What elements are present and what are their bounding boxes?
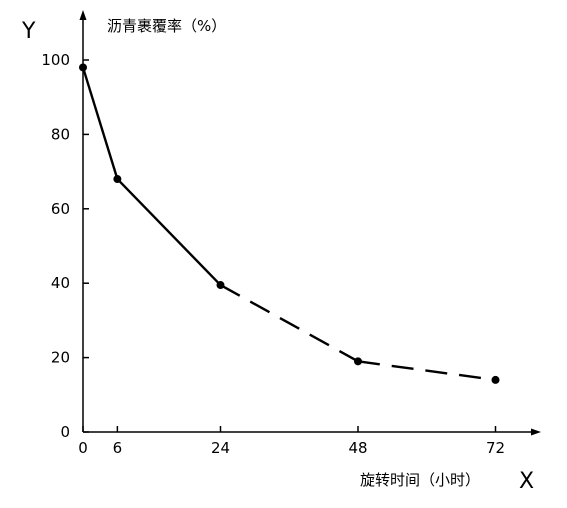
line-segment-3 <box>357 360 496 382</box>
x-tick-label-1: 6 <box>113 439 123 457</box>
ticks: 0 20 40 60 80 100 0 6 24 48 72 <box>41 51 505 457</box>
axes <box>79 10 541 436</box>
line-segment-2 <box>219 284 359 363</box>
data-point-4 <box>491 375 500 384</box>
x-tick-label-2: 24 <box>211 439 230 457</box>
y-axis-title: 沥青裹覆率（%） <box>107 17 226 35</box>
y-tick-label-2: 40 <box>51 274 70 292</box>
y-tick-label-1: 20 <box>51 349 70 367</box>
y-tick-label-0: 0 <box>60 423 70 441</box>
series <box>79 63 500 384</box>
y-axis-letter: Y <box>21 19 36 44</box>
data-point-2 <box>216 281 225 290</box>
x-tick-label-0: 0 <box>78 439 88 457</box>
x-axis-title: 旋转时间（小时） <box>360 471 480 489</box>
x-tick-label-4: 72 <box>486 439 505 457</box>
y-tick-label-3: 60 <box>51 200 70 218</box>
data-point-3 <box>354 357 362 366</box>
line-segment-1 <box>116 178 222 286</box>
line-segment-0 <box>81 67 119 180</box>
data-point-1 <box>113 175 122 184</box>
x-axis-arrow <box>531 428 541 436</box>
x-tick-label-3: 48 <box>348 439 367 457</box>
data-point-0 <box>79 63 87 72</box>
y-axis-arrow <box>79 10 87 20</box>
y-tick-label-4: 80 <box>51 125 70 143</box>
y-tick-label-5: 100 <box>41 51 70 69</box>
x-axis-letter: X <box>519 469 534 494</box>
